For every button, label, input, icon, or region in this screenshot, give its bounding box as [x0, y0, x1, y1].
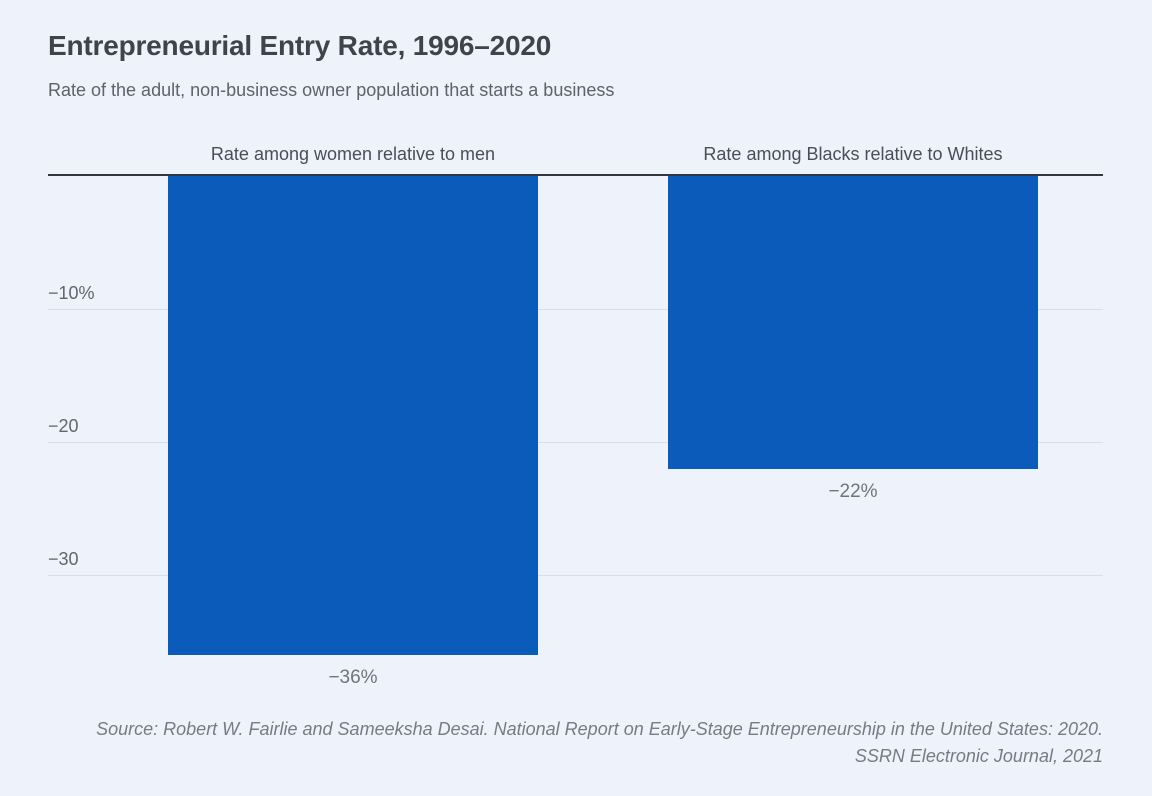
- bar-0: [168, 176, 538, 655]
- bar-1: [668, 176, 1038, 469]
- gridline--10: [48, 309, 1103, 310]
- y-tick-label--20: −20: [48, 416, 79, 436]
- page-title: Entrepreneurial Entry Rate, 1996–2020: [48, 30, 552, 61]
- column-header-1: Rate among Blacks relative to Whites: [703, 144, 1003, 164]
- bar-value-label-0: −36%: [328, 666, 378, 688]
- column-header-0: Rate among women relative to men: [210, 144, 496, 164]
- y-tick-label--10: −10%: [48, 283, 95, 303]
- bar-value-label-1: −22%: [828, 480, 878, 502]
- gridline--20: [48, 442, 1103, 443]
- gridline--30: [48, 575, 1103, 576]
- y-tick-label--30: −30: [48, 549, 79, 569]
- source-line-2: SSRN Electronic Journal, 2021: [854, 746, 1103, 766]
- chart-subtitle: Rate of the adult, non-business owner po…: [48, 80, 615, 100]
- zero-axis-line: [48, 174, 1103, 176]
- source-citation: Source: Robert W. Fairlie and Sameeksha …: [96, 716, 1103, 770]
- source-line-1: Source: Robert W. Fairlie and Sameeksha …: [96, 719, 1103, 739]
